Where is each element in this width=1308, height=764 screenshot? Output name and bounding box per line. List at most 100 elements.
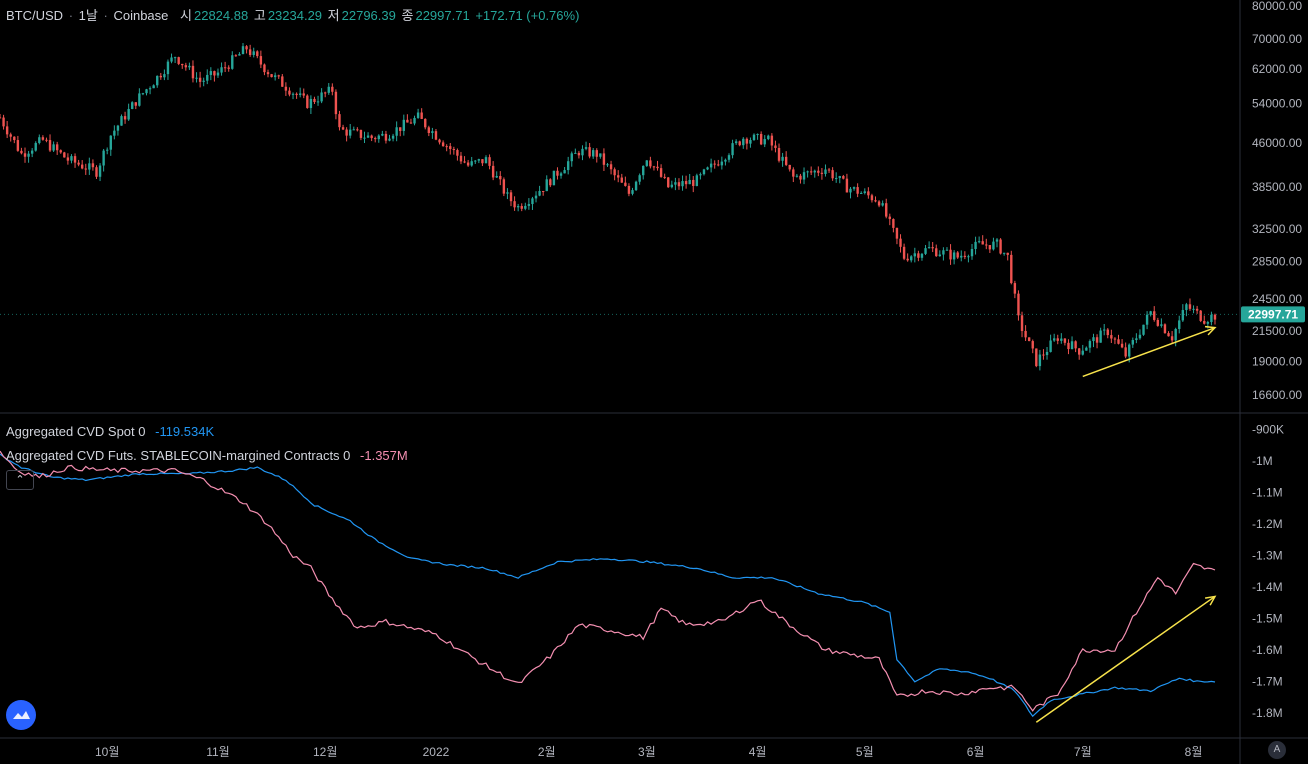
- cvd-pane[interactable]: [0, 450, 1217, 723]
- price-pane[interactable]: 22997.71: [0, 43, 1305, 378]
- price-tick-label: 38500.00: [1252, 180, 1302, 194]
- candle-body: [534, 195, 538, 199]
- candle-body: [881, 203, 884, 206]
- collapse-button[interactable]: ⌃: [6, 470, 34, 490]
- candle-body: [717, 164, 720, 166]
- candle-body: [399, 127, 402, 131]
- symbol-name[interactable]: BTC/USD: [6, 8, 64, 23]
- candle-body: [238, 54, 241, 56]
- spot-legend[interactable]: Aggregated CVD Spot 0 -119.534K: [6, 424, 216, 439]
- candle-body: [2, 117, 5, 127]
- candle-body: [799, 175, 802, 180]
- candle-body: [642, 165, 645, 176]
- candle-body: [681, 181, 684, 187]
- candle-body: [624, 182, 627, 186]
- candle-body: [163, 74, 166, 78]
- candle-body: [541, 191, 545, 193]
- interval[interactable]: 1날: [78, 8, 98, 23]
- candle-body: [474, 160, 477, 162]
- candle-body: [763, 139, 766, 145]
- candle-body: [1213, 314, 1217, 320]
- candle-body: [795, 175, 799, 177]
- arrow-shaft: [1082, 326, 1216, 378]
- candle-body: [95, 167, 98, 177]
- candle-body: [484, 157, 488, 164]
- candle-body: [1181, 310, 1185, 321]
- candle-body: [370, 135, 373, 139]
- candle-body: [413, 117, 416, 124]
- candle-body: [34, 142, 37, 151]
- candle-body: [663, 176, 666, 178]
- candle-body: [1170, 336, 1174, 341]
- candle-body: [549, 179, 552, 186]
- candle-body: [316, 101, 320, 103]
- candle-body: [949, 249, 952, 260]
- candle-body: [381, 133, 384, 136]
- candle-body: [449, 146, 452, 150]
- candle-body: [13, 136, 16, 141]
- cvd-tick-label: -1.7M: [1252, 674, 1283, 688]
- candle-body: [570, 153, 573, 162]
- candle-body: [1088, 341, 1092, 348]
- symbol-header: BTC/USD · 1날 · Coinbase 시 22824.88 고 23234…: [6, 8, 580, 23]
- candle-body: [574, 152, 577, 154]
- candle-body: [702, 169, 706, 175]
- candle-body: [1142, 324, 1145, 335]
- candle-body: [524, 205, 527, 209]
- candle-body: [860, 192, 863, 194]
- candle-body: [770, 135, 774, 146]
- candle-body: [41, 137, 45, 140]
- candle-body: [209, 71, 213, 75]
- candle-body: [674, 182, 677, 185]
- candle-body: [241, 46, 245, 55]
- candle-body: [895, 227, 899, 239]
- futs-label: Aggregated CVD Futs. STABLECOIN-margined…: [6, 448, 351, 463]
- candle-body: [599, 153, 602, 157]
- candle-body: [420, 112, 423, 119]
- candle-body: [920, 253, 924, 258]
- candle-body: [752, 134, 756, 141]
- candle-body: [845, 178, 849, 193]
- candle-body: [159, 75, 163, 78]
- candle-body: [1070, 341, 1074, 350]
- candle-body: [999, 239, 1002, 254]
- candle-body: [1010, 254, 1013, 284]
- candle-body: [720, 161, 724, 166]
- price-tick-label: 54000.00: [1252, 96, 1302, 110]
- candle-body: [1174, 328, 1177, 341]
- candle-body: [91, 163, 95, 168]
- candle-body: [1192, 308, 1195, 310]
- close-label: 종: [401, 8, 414, 23]
- candle-body: [684, 181, 688, 185]
- candle-body: [481, 159, 484, 164]
- candle-body: [1199, 310, 1202, 321]
- candle-body: [645, 160, 649, 166]
- last-price-label: 22997.71: [1248, 307, 1298, 321]
- candle-body: [834, 178, 838, 180]
- candle-body: [227, 67, 230, 69]
- candle-body: [395, 127, 398, 136]
- candle-body: [1185, 304, 1188, 311]
- tradingview-logo[interactable]: [6, 700, 36, 730]
- candle-body: [1120, 343, 1124, 348]
- candle-body: [1149, 311, 1152, 315]
- auto-scale-button[interactable]: A: [1268, 741, 1286, 759]
- candle-body: [659, 168, 663, 177]
- candle-body: [695, 175, 699, 186]
- candle-body: [563, 170, 566, 174]
- price-tick-label: 70000.00: [1252, 32, 1302, 46]
- candle-body: [724, 159, 727, 162]
- candle-body: [16, 140, 20, 151]
- candle-body: [1113, 338, 1117, 340]
- candle-body: [341, 127, 345, 130]
- futs-legend[interactable]: Aggregated CVD Futs. STABLECOIN-margined…: [6, 448, 410, 463]
- candle-body: [9, 134, 12, 137]
- candle-body: [927, 247, 931, 249]
- candle-body: [809, 171, 813, 173]
- candle-body: [113, 130, 116, 136]
- candle-body: [384, 133, 388, 141]
- candle-body: [931, 247, 934, 249]
- candle-body: [331, 86, 334, 92]
- candle-body: [88, 163, 91, 170]
